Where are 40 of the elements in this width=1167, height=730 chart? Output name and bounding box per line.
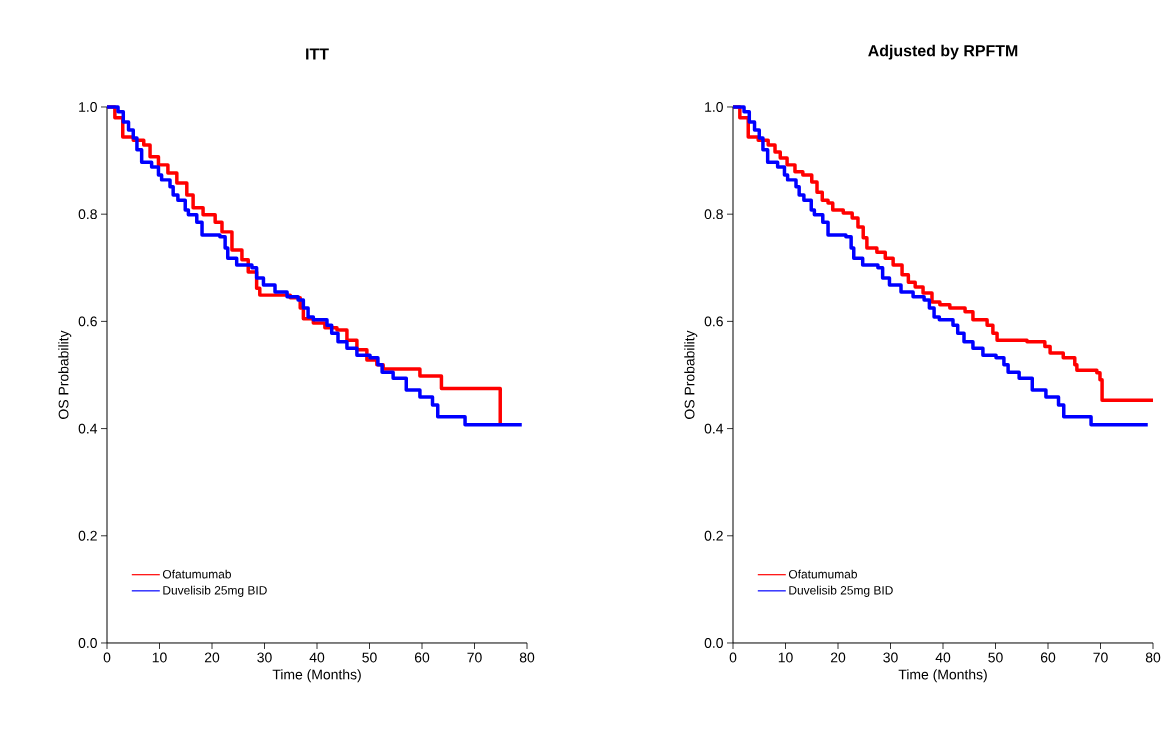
legend-label: Ofatumumab [788,569,857,579]
y-tick-label: 0.8 [704,209,723,220]
y-tick-label: 0.0 [78,638,97,648]
y-axis-title: OS Probability [58,330,72,419]
y-axis-title: OS Probability [684,330,698,419]
y-tick-label: 0.6 [704,316,723,327]
x-tick-label: 60 [1040,652,1056,663]
x-axis-title: Time (Months) [898,669,987,683]
x-tick-label: 20 [204,652,220,663]
x-tick-label: 40 [935,652,951,663]
y-tick-label: 0.4 [78,423,98,434]
y-tick-label: 0.8 [78,209,97,220]
legend-label: Duvelisib 25mg BID [163,585,267,597]
x-tick-label: 0 [729,652,737,663]
y-tick-label: 0.0 [704,638,723,648]
y-tick-label: 1.0 [79,102,97,112]
chart-title: Adjusted by RPFTM [868,44,1018,60]
x-tick-label: 70 [467,652,482,663]
x-tick-label: 80 [1145,652,1161,663]
x-tick-label: 0 [103,652,111,663]
x-tick-label: 10 [152,652,167,663]
legend-label: Duvelisib 25mg BID [789,585,893,597]
x-tick-label: 50 [362,652,377,663]
x-tick-label: 40 [309,652,325,663]
y-tick-label: 0.2 [78,530,97,541]
y-tick-label: 0.4 [704,423,724,434]
x-tick-label: 30 [883,652,898,663]
chart-title: ITT [306,48,329,60]
x-tick-label: 20 [830,652,846,663]
x-tick-label: 80 [519,652,535,663]
x-tick-label: 50 [988,652,1003,663]
x-axis-title: Time (Months) [272,669,361,683]
legend-label: Ofatumumab [162,569,231,579]
x-tick-label: 70 [1093,652,1108,663]
y-tick-label: 1.0 [705,102,723,112]
x-tick-label: 60 [414,652,430,663]
y-tick-label: 0.2 [704,530,723,541]
x-tick-label: 30 [257,652,272,663]
y-tick-label: 0.6 [78,316,97,327]
x-tick-label: 10 [778,652,793,663]
